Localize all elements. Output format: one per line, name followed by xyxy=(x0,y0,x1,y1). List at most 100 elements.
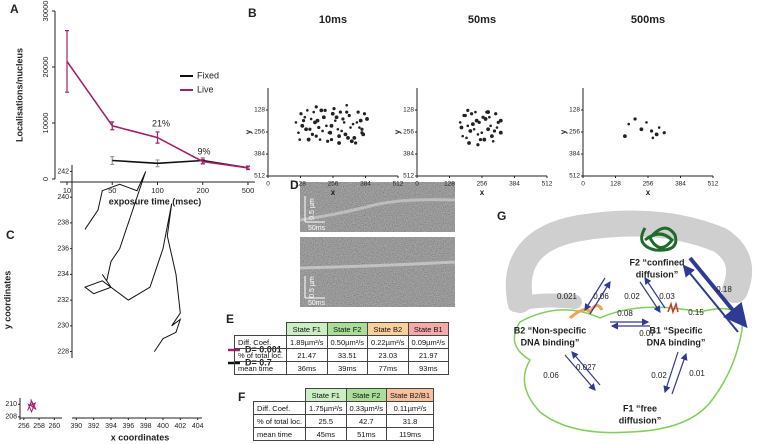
point xyxy=(491,139,495,143)
point xyxy=(349,139,354,144)
point xyxy=(337,134,341,139)
point xyxy=(358,118,363,123)
x-tick-label: 0 xyxy=(266,181,270,188)
point xyxy=(338,110,342,114)
point xyxy=(309,117,313,121)
point xyxy=(474,118,479,123)
point xyxy=(313,120,317,125)
y-tick-label: 242 xyxy=(57,168,69,175)
x-tick-label: 500 xyxy=(242,186,255,195)
point xyxy=(333,119,337,122)
panel-label: E xyxy=(226,312,234,326)
point xyxy=(310,132,315,137)
node-label: DNA binding” xyxy=(521,337,580,347)
y-tick-label: 128 xyxy=(403,107,414,114)
table-cell: 0.22µm²/s xyxy=(367,335,409,349)
point xyxy=(468,129,473,133)
chart-title: 500ms xyxy=(631,14,665,26)
point xyxy=(458,121,462,124)
table-cell: 21.97 xyxy=(407,348,450,362)
point xyxy=(459,125,464,130)
annotation: 21% xyxy=(152,118,170,128)
point xyxy=(645,121,648,124)
panel-label: B xyxy=(248,6,257,20)
point xyxy=(649,129,654,133)
confinement-region xyxy=(508,293,582,312)
big-arrow xyxy=(688,256,748,329)
point xyxy=(360,127,364,131)
y-tick-label: 128 xyxy=(569,107,580,114)
point xyxy=(317,125,321,130)
point xyxy=(334,115,339,120)
point xyxy=(496,120,500,124)
header-cell: State F1 xyxy=(305,388,347,402)
y-tick-label: 384 xyxy=(403,151,414,158)
y-axis-label: y xyxy=(393,129,402,134)
table-cell: Diff. Coef. xyxy=(252,401,307,415)
point xyxy=(326,139,330,143)
x-tick-label: 128 xyxy=(610,181,621,188)
table-cell: 0.09µm²/s xyxy=(407,335,450,349)
y-tick-label: 228 xyxy=(57,348,69,355)
scale-time: 50ms xyxy=(308,225,326,232)
point xyxy=(486,127,490,132)
point xyxy=(318,138,322,141)
header-cell: State F2 xyxy=(326,322,369,336)
point xyxy=(342,121,346,124)
panel-label: D xyxy=(290,178,299,192)
rate-label: 0.027 xyxy=(576,363,597,372)
rate-label: 0.18 xyxy=(716,285,732,294)
rate-label: 0.03 xyxy=(659,292,675,301)
node-label: diffusion” xyxy=(636,269,679,279)
y-tick-label: 128 xyxy=(254,107,265,114)
x-tick-label: 200 xyxy=(196,186,209,195)
panel-label: F xyxy=(238,390,245,404)
rate-label: 0.07 xyxy=(639,329,655,338)
series-line xyxy=(66,60,249,169)
kymo-noise xyxy=(300,182,455,232)
point xyxy=(303,115,307,119)
point xyxy=(298,138,302,141)
point xyxy=(467,141,471,145)
table-cell: 1.75µm²/s xyxy=(305,401,347,415)
arrow xyxy=(564,354,596,391)
point xyxy=(490,134,494,139)
kymograph xyxy=(299,182,456,232)
x-tick-label: 402 xyxy=(174,423,186,430)
x-tick-label: 404 xyxy=(192,423,204,430)
x-axis-label: exposure time (msec) xyxy=(109,196,202,206)
x-tick-label: 256 xyxy=(477,181,488,188)
y-axis-label: y coordinates xyxy=(2,271,12,330)
rate-label: 0.01 xyxy=(689,369,705,378)
table-cell: 39ms xyxy=(326,361,369,375)
point xyxy=(329,137,334,142)
legend-label: Live xyxy=(197,84,214,94)
kymo-track xyxy=(299,260,456,270)
header-cell: State F1 xyxy=(286,322,328,336)
x-tick-label: 512 xyxy=(542,181,553,188)
x-tick-label: 392 xyxy=(88,423,100,430)
rate-label: 0.15 xyxy=(688,308,704,317)
rate-label: 0.06 xyxy=(543,371,559,380)
error-bar xyxy=(110,156,115,166)
legend-label: Fixed xyxy=(197,70,219,80)
y-tick-label: 20000 xyxy=(41,57,50,78)
point xyxy=(477,120,481,124)
y-tick-label: 210 xyxy=(5,401,17,408)
rate-label: 0.02 xyxy=(624,292,640,301)
point xyxy=(461,134,465,138)
point xyxy=(314,134,318,138)
x-tick-label: 256 xyxy=(643,181,654,188)
point xyxy=(469,112,474,116)
point xyxy=(489,124,492,128)
y-tick-label: 232 xyxy=(57,297,69,304)
header-cell: State B2 xyxy=(367,322,409,336)
data-table: State F1 State F2 State B2/B1 Diff. Coef. 1.… xyxy=(252,388,435,441)
point xyxy=(486,110,490,114)
confinement-region xyxy=(505,210,752,313)
node-label: F1 “free xyxy=(623,403,657,413)
point xyxy=(321,129,324,133)
y-tick-label: 512 xyxy=(569,173,580,180)
point xyxy=(325,124,328,128)
